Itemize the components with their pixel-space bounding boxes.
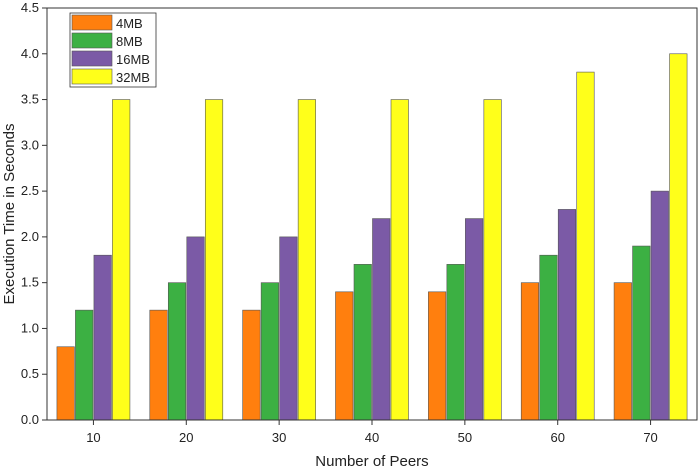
y-tick-label: 4.0 xyxy=(21,46,39,61)
y-tick-label: 1.5 xyxy=(21,275,39,290)
bar-32mb-10 xyxy=(112,99,131,421)
bar-4mb-70 xyxy=(613,282,632,421)
bars-group xyxy=(56,53,688,421)
bar-4mb-20 xyxy=(149,309,168,421)
x-tick-label: 60 xyxy=(550,430,564,445)
x-tick-label: 10 xyxy=(86,430,100,445)
x-axis-title: Number of Peers xyxy=(315,453,428,470)
x-tick-label: 50 xyxy=(458,430,472,445)
bar-32mb-40 xyxy=(390,99,409,421)
legend-label-8mb: 8MB xyxy=(116,34,143,49)
bar-8mb-70 xyxy=(632,245,651,421)
y-axis-title: Execution Time in Seconds xyxy=(1,124,18,305)
legend-swatch-16mb xyxy=(71,50,113,67)
legend-label-16mb: 16MB xyxy=(116,52,150,67)
y-tick-label: 3.0 xyxy=(21,137,39,152)
bar-8mb-20 xyxy=(167,282,187,421)
legend-label-32mb: 32MB xyxy=(116,70,150,85)
y-tick-label: 3.5 xyxy=(21,92,39,107)
bar-8mb-60 xyxy=(539,254,558,421)
bar-8mb-10 xyxy=(75,309,94,421)
y-tick-label: 2.5 xyxy=(21,183,39,198)
bar-16mb-20 xyxy=(186,236,205,421)
legend-swatch-4mb xyxy=(71,14,113,31)
legend-swatch-32mb xyxy=(71,68,113,85)
y-tick-label: 0.5 xyxy=(21,366,39,381)
y-tick-label: 2.0 xyxy=(21,229,39,244)
bar-32mb-20 xyxy=(204,99,224,421)
bar-32mb-60 xyxy=(576,71,595,421)
legend-swatch-8mb xyxy=(71,32,113,49)
y-tick-label: 1.0 xyxy=(21,320,39,335)
x-tick-label: 30 xyxy=(272,430,286,445)
bar-32mb-70 xyxy=(669,53,688,421)
bar-16mb-60 xyxy=(557,209,577,421)
legend: 4MB 8MB 16MB 32MB xyxy=(69,12,157,88)
y-axis: 0.0 0.5 1.0 1.5 2.0 2.5 3.0 3.5 4.0 4.5 xyxy=(21,0,47,427)
bar-4mb-30 xyxy=(242,309,261,421)
x-tick-label: 40 xyxy=(365,430,379,445)
y-tick-label: 4.5 xyxy=(21,0,39,15)
bar-4mb-60 xyxy=(520,282,540,421)
bar-4mb-40 xyxy=(335,291,354,421)
x-tick-label: 20 xyxy=(179,430,193,445)
y-tick-label: 0.0 xyxy=(21,412,39,427)
bar-16mb-30 xyxy=(279,236,298,421)
bar-32mb-50 xyxy=(483,99,502,421)
bar-16mb-10 xyxy=(93,254,112,421)
bar-16mb-50 xyxy=(465,218,484,421)
x-axis: 10 20 30 40 50 60 70 xyxy=(86,420,658,445)
bar-4mb-10 xyxy=(56,346,75,421)
bar-8mb-30 xyxy=(260,282,279,421)
legend-label-4mb: 4MB xyxy=(116,16,143,31)
bar-8mb-50 xyxy=(446,264,465,421)
bar-16mb-70 xyxy=(650,190,669,421)
bar-8mb-40 xyxy=(353,264,372,421)
x-tick-label: 70 xyxy=(643,430,657,445)
bar-16mb-40 xyxy=(372,218,391,421)
bar-4mb-50 xyxy=(428,291,447,421)
bar-32mb-30 xyxy=(297,99,316,421)
